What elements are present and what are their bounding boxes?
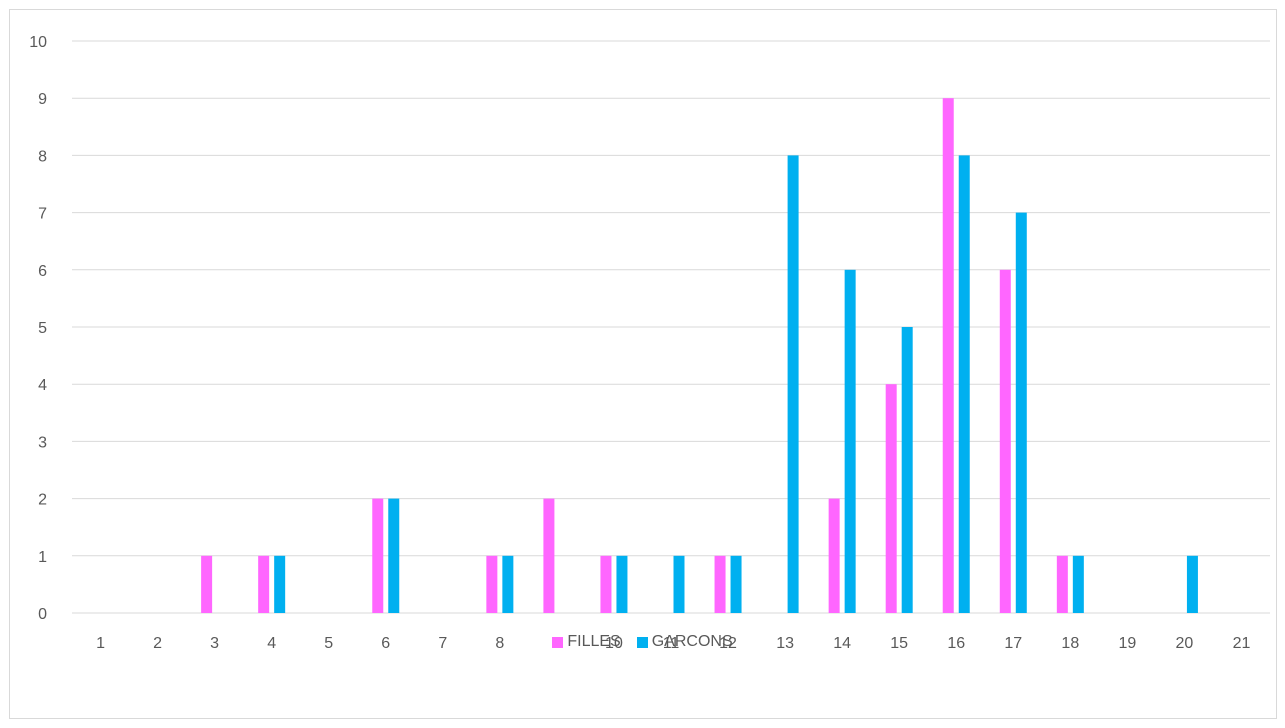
bar-filles-15 [885, 384, 897, 613]
bar-garcons-4 [274, 555, 286, 613]
bar-filles-9 [543, 498, 555, 613]
x-tick-label: 11 [663, 635, 680, 652]
x-tick-label: 15 [890, 635, 908, 652]
bar-filles-18 [1056, 555, 1068, 613]
bar-garcons-15 [901, 327, 913, 613]
bar-garcons-11 [673, 555, 685, 613]
bar-filles-10 [600, 555, 612, 613]
x-tick-label: 14 [833, 635, 851, 652]
bar-garcons-10 [616, 555, 628, 613]
x-tick-label: 5 [324, 635, 333, 652]
x-tick-label: 16 [947, 635, 965, 652]
x-tick-label: 6 [381, 635, 390, 652]
y-tick-label: 6 [38, 263, 47, 280]
legend-swatch-garcons [636, 636, 648, 648]
y-tick-label: 3 [38, 434, 47, 451]
bar-filles-14 [828, 498, 840, 613]
y-tick-label: 10 [29, 34, 47, 51]
x-tick-label: 17 [1004, 635, 1022, 652]
legend-swatch-filles [552, 636, 564, 648]
bar-filles-3 [201, 555, 213, 613]
x-tick-label: 7 [438, 635, 447, 652]
y-tick-label: 5 [38, 320, 47, 337]
x-tick-label: 20 [1176, 635, 1194, 652]
bars [201, 98, 1198, 613]
bar-filles-16 [942, 98, 954, 613]
x-tick-label: 8 [495, 635, 504, 652]
y-tick-label: 4 [38, 377, 47, 394]
y-tick-label: 2 [38, 492, 47, 509]
y-tick-label: 9 [38, 91, 47, 108]
x-tick-label: 1 [96, 635, 105, 652]
y-tick-label: 1 [38, 549, 47, 566]
x-tick-label: 12 [719, 635, 737, 652]
bar-garcons-6 [388, 498, 400, 613]
bar-garcons-16 [958, 155, 970, 613]
x-tick-label: 19 [1118, 635, 1136, 652]
gridlines [72, 40, 1270, 614]
x-tick-label: 4 [267, 635, 276, 652]
bar-filles-8 [486, 555, 498, 613]
x-tick-label: 21 [1233, 635, 1251, 652]
x-tick-label: 13 [776, 635, 794, 652]
legend-label-filles: FILLES [567, 633, 621, 650]
bar-garcons-20 [1186, 555, 1198, 613]
bar-filles-12 [714, 555, 726, 613]
x-tick-label: 3 [210, 635, 219, 652]
y-tick-label: 8 [38, 148, 47, 165]
bar-garcons-17 [1015, 212, 1027, 613]
bar-garcons-8 [502, 555, 514, 613]
bar-filles-4 [258, 555, 270, 613]
bar-filles-17 [999, 269, 1011, 613]
y-axis-tick-labels: 0 1 2 3 4 5 6 7 8 9 10 [29, 34, 47, 623]
legend-item-filles: FILLES [552, 633, 621, 651]
x-tick-label: 18 [1061, 635, 1079, 652]
bar-garcons-14 [844, 269, 856, 613]
y-tick-label: 7 [38, 206, 47, 223]
legend-item-garcons: GARCONS [636, 633, 733, 651]
x-tick-label: 10 [605, 635, 623, 652]
bar-garcons-18 [1072, 555, 1084, 613]
legend-label-garcons: GARCONS [651, 633, 733, 650]
legend: FILLES GARCONS [0, 627, 1285, 657]
bar-garcons-13 [787, 155, 799, 613]
bar-filles-6 [372, 498, 384, 613]
bar-garcons-12 [730, 555, 742, 613]
x-tick-label: 2 [153, 635, 162, 652]
y-tick-label: 0 [38, 606, 47, 623]
